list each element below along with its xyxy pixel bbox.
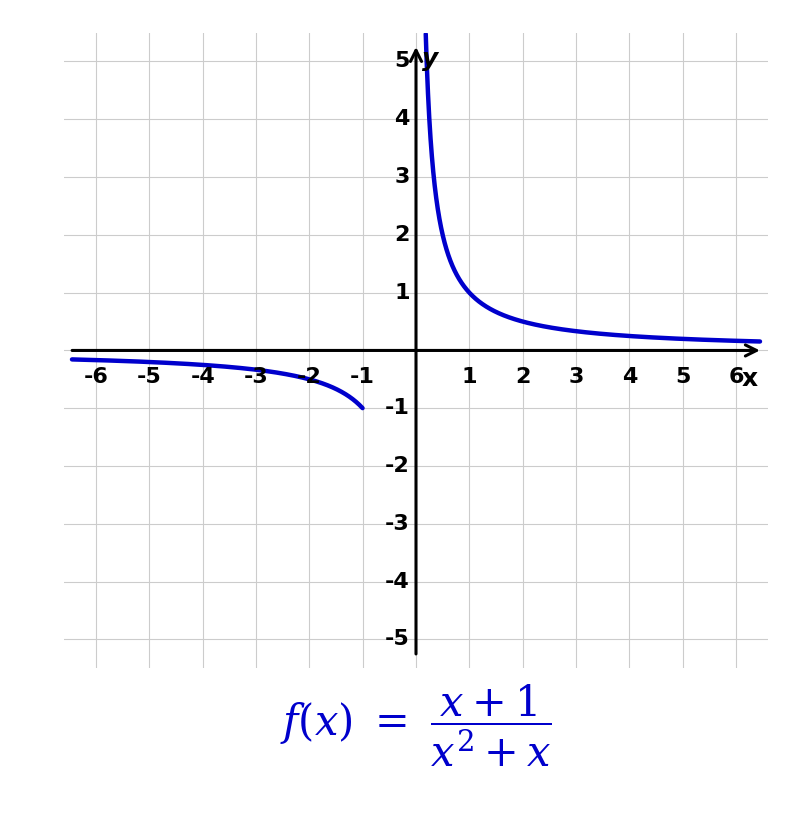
Text: 3: 3 [568, 367, 584, 386]
Text: 5: 5 [394, 51, 410, 72]
Text: -1: -1 [385, 399, 410, 418]
Text: -5: -5 [385, 629, 410, 650]
Text: -1: -1 [350, 367, 375, 386]
Text: 4: 4 [394, 109, 410, 130]
Text: y: y [422, 47, 438, 71]
Text: 6: 6 [728, 367, 744, 386]
Text: -4: -4 [190, 367, 215, 386]
Text: 2: 2 [394, 225, 410, 244]
Text: -4: -4 [385, 571, 410, 592]
Text: 1: 1 [394, 283, 410, 302]
Text: -5: -5 [137, 367, 162, 386]
Text: -2: -2 [297, 367, 322, 386]
Text: -6: -6 [83, 367, 109, 386]
Text: -2: -2 [385, 456, 410, 476]
Text: $f(x) \ = \ \dfrac{x+1}{x^2+x}$: $f(x) \ = \ \dfrac{x+1}{x^2+x}$ [280, 682, 552, 769]
Text: 5: 5 [675, 367, 690, 386]
Text: 4: 4 [622, 367, 637, 386]
Text: -3: -3 [244, 367, 268, 386]
Text: 1: 1 [462, 367, 477, 386]
Text: x: x [742, 367, 758, 390]
Text: -3: -3 [385, 513, 410, 534]
Text: 3: 3 [394, 167, 410, 187]
Text: 2: 2 [515, 367, 530, 386]
